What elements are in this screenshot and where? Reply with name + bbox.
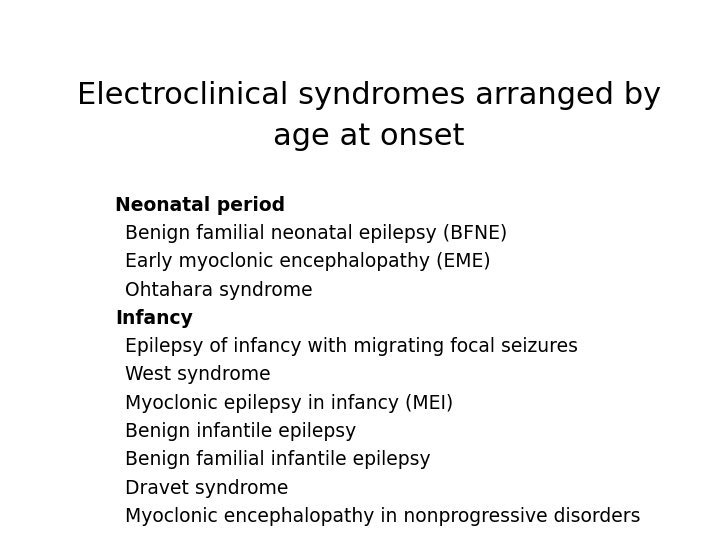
Text: Dravet syndrome: Dravet syndrome: [125, 478, 289, 497]
Text: Early myoclonic encephalopathy (EME): Early myoclonic encephalopathy (EME): [125, 252, 491, 271]
Text: Infancy: Infancy: [115, 309, 193, 328]
Text: West syndrome: West syndrome: [125, 366, 271, 384]
Text: Benign familial infantile epilepsy: Benign familial infantile epilepsy: [125, 450, 431, 469]
Text: Neonatal period: Neonatal period: [115, 196, 285, 215]
Text: Benign familial neonatal epilepsy (BFNE): Benign familial neonatal epilepsy (BFNE): [125, 224, 508, 243]
Text: Myoclonic encephalopathy in nonprogressive disorders: Myoclonic encephalopathy in nonprogressi…: [125, 507, 641, 526]
Text: Electroclinical syndromes arranged by
age at onset: Electroclinical syndromes arranged by ag…: [77, 82, 661, 151]
Text: Ohtahara syndrome: Ohtahara syndrome: [125, 281, 312, 300]
Text: Myoclonic epilepsy in infancy (MEI): Myoclonic epilepsy in infancy (MEI): [125, 394, 454, 413]
Text: Benign infantile epilepsy: Benign infantile epilepsy: [125, 422, 356, 441]
Text: Epilepsy of infancy with migrating focal seizures: Epilepsy of infancy with migrating focal…: [125, 337, 578, 356]
